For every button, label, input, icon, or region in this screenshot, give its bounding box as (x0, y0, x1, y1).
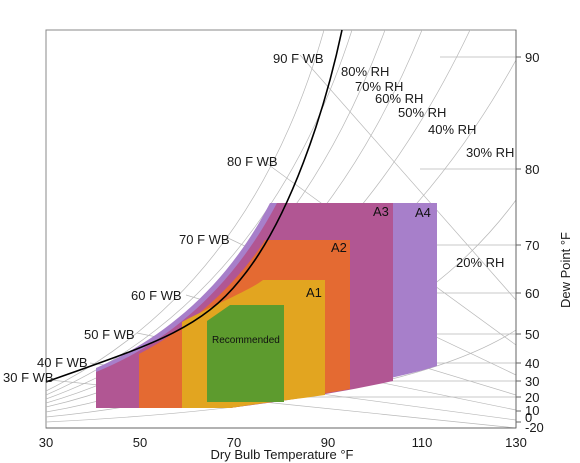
wb-label-80: 80 F WB (227, 154, 278, 169)
rh-labels: 80% RH 70% RH 60% RH 50% RH 40% RH 30% R… (341, 64, 514, 270)
rh-label-70: 70% RH (355, 79, 403, 94)
zone-labels: A4 A3 A2 A1 Recommended (212, 204, 431, 346)
x-tick-50: 50 (133, 435, 147, 450)
x-axis: 30 50 70 90 110 130 Dry Bulb Temperature… (39, 427, 527, 462)
dp-tick-60: 60 (525, 286, 539, 301)
dew-point-axis-title: Dew Point °F (558, 232, 573, 308)
zone-label-a3: A3 (373, 204, 389, 219)
zone-label-a2: A2 (331, 240, 347, 255)
wb-label-50: 50 F WB (84, 327, 135, 342)
dp-tick-30: 30 (525, 374, 539, 389)
saturation-curve (45, 29, 343, 383)
wb-label-30: 30 F WB (3, 370, 54, 385)
x-tick-130: 130 (505, 435, 527, 450)
rh-curve-80 (46, 30, 325, 392)
rh-label-80: 80% RH (341, 64, 389, 79)
dp-tick-10: 10 (525, 403, 539, 418)
rh-label-20: 20% RH (456, 255, 504, 270)
dp-tick-40: 40 (525, 356, 539, 371)
dp-tick-0: 0 (525, 410, 532, 425)
dp-tick-70: 70 (525, 238, 539, 253)
zone-label-recommended: Recommended (212, 335, 280, 346)
zone-label-a1: A1 (306, 285, 322, 300)
rh-label-40: 40% RH (428, 122, 476, 137)
rh-label-30: 30% RH (466, 145, 514, 160)
wb-line-90 (299, 54, 516, 301)
dew-point-axis: 90 80 70 60 50 40 30 20 10 0 -20 Dew Poi… (515, 30, 573, 435)
rh-label-50: 50% RH (398, 105, 446, 120)
dp-tick-50: 50 (525, 327, 539, 342)
wet-bulb-labels: 90 F WB 80 F WB 70 F WB 60 F WB 50 F WB … (3, 51, 324, 385)
x-tick-110: 110 (412, 435, 433, 450)
wb-label-70: 70 F WB (179, 232, 230, 247)
rh-label-60: 60% RH (375, 91, 423, 106)
dp-tick-20: 20 (525, 390, 539, 405)
dp-tick-90: 90 (525, 50, 539, 65)
x-tick-30: 30 (39, 435, 53, 450)
wb-label-60: 60 F WB (131, 288, 182, 303)
dp-tick-minus20: -20 (525, 420, 544, 435)
wb-label-90: 90 F WB (273, 51, 324, 66)
x-tick-90: 90 (321, 435, 335, 450)
x-tick-70: 70 (227, 435, 241, 450)
zones (96, 203, 437, 408)
wb-label-40: 40 F WB (37, 355, 88, 370)
zone-label-a4: A4 (415, 205, 431, 220)
dp-tick-80: 80 (525, 162, 539, 177)
x-axis-title: Dry Bulb Temperature °F (211, 447, 354, 462)
zone-recommended (207, 305, 284, 402)
